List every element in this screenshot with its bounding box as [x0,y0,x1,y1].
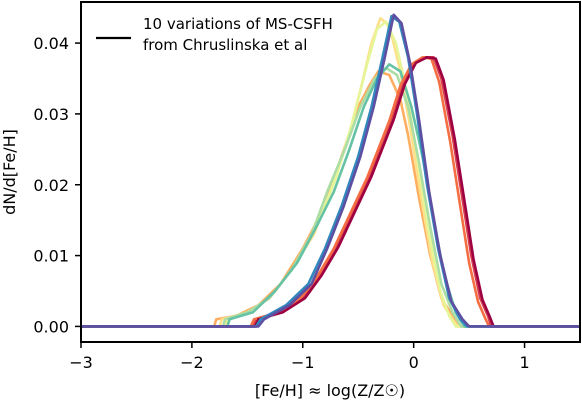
x-axis: −3 −2 −1 0 1 [69,342,530,372]
y-tick-label: 0.00 [33,317,69,336]
series-line-9 [81,14,580,328]
x-tick-label: 0 [409,353,419,372]
x-tick-label: −1 [291,353,315,372]
x-tick-label: 1 [519,353,529,372]
legend-text-line-2: from Chruslinska et al [143,36,307,54]
series-layer [81,13,580,328]
x-axis-label: [Fe/H] ≈ log(Z/Z☉) [255,381,405,400]
series-line-3 [81,20,580,328]
y-tick-label: 0.04 [33,34,69,53]
y-tick-label: 0.02 [33,176,69,195]
series-line-4 [81,66,580,328]
series-line-8 [81,55,580,328]
legend: 10 variations of MS-CSFH from Chruslinsk… [96,15,333,54]
y-tick-label: 0.01 [33,247,69,266]
series-line-2 [81,16,580,328]
plot-frame [80,1,581,343]
y-axis: 0.00 0.01 0.02 0.03 0.04 [33,34,81,336]
y-axis-label: dN/d[Fe/H] [0,129,19,215]
y-tick-label: 0.03 [33,105,69,124]
x-tick-label: −3 [69,353,93,372]
x-tick-label: −2 [180,353,204,372]
series-line-10 [81,13,580,328]
legend-text-line-1: 10 variations of MS-CSFH [143,15,333,33]
